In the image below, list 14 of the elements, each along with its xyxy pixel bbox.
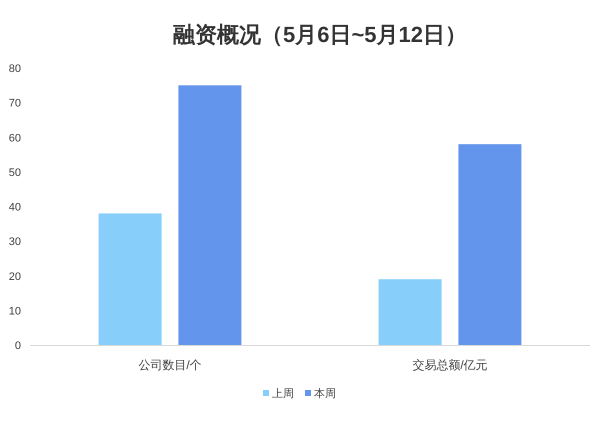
chart-title: 融资概况（5月6日~5月12日）: [172, 22, 468, 47]
legend-label: 本周: [314, 387, 336, 400]
x-tick-label: 公司数目/个: [138, 358, 202, 372]
y-tick-label: 70: [8, 98, 21, 110]
legend-label: 上周: [272, 387, 294, 400]
y-tick-label: 50: [8, 166, 21, 179]
y-tick-label: 0: [14, 340, 21, 352]
y-tick-label: 30: [8, 236, 21, 248]
y-tick-label: 10: [8, 305, 21, 318]
x-tick-label: 交易总额/亿元: [412, 358, 488, 372]
y-tick-label: 40: [8, 202, 21, 214]
y-tick-label: 20: [8, 270, 21, 283]
y-tick-label: 80: [8, 63, 21, 75]
y-tick-label: 60: [8, 132, 21, 144]
